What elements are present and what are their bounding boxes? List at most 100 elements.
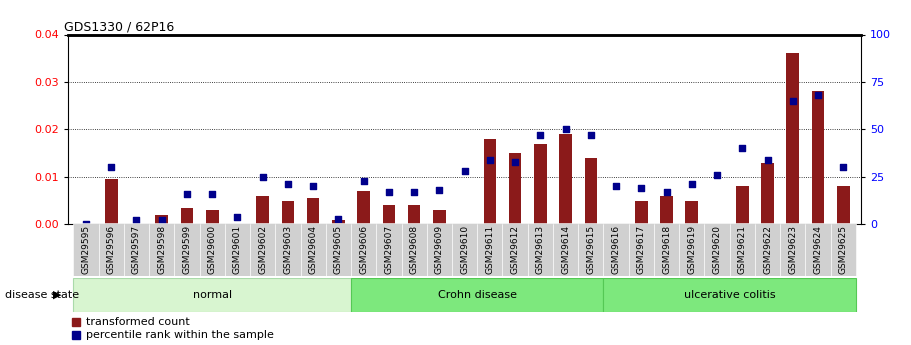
Text: GSM29622: GSM29622 <box>763 225 772 274</box>
Text: GSM29609: GSM29609 <box>435 225 444 274</box>
Point <box>356 178 371 184</box>
Bar <box>98 223 124 276</box>
Text: GSM29625: GSM29625 <box>839 225 848 274</box>
Bar <box>402 223 426 276</box>
Text: normal: normal <box>192 290 231 300</box>
Text: GSM29599: GSM29599 <box>182 225 191 274</box>
Point <box>507 159 522 165</box>
Point <box>230 214 245 219</box>
Bar <box>408 205 421 224</box>
Bar <box>383 205 395 224</box>
Point <box>457 168 472 174</box>
Bar <box>124 223 149 276</box>
Text: Crohn disease: Crohn disease <box>437 290 517 300</box>
Bar <box>780 223 805 276</box>
Point <box>382 189 396 195</box>
Text: GSM29598: GSM29598 <box>158 225 166 274</box>
Bar <box>275 223 301 276</box>
Text: GSM29613: GSM29613 <box>536 225 545 274</box>
Text: GSM29601: GSM29601 <box>233 225 242 274</box>
Bar <box>585 158 597 224</box>
Point <box>432 187 446 193</box>
Bar <box>805 223 831 276</box>
Point <box>331 216 345 221</box>
Bar <box>680 223 704 276</box>
Bar <box>762 162 773 224</box>
Point <box>785 98 800 104</box>
Text: GSM29617: GSM29617 <box>637 225 646 274</box>
Bar <box>755 223 780 276</box>
Point <box>78 221 93 227</box>
Text: GSM29596: GSM29596 <box>107 225 116 274</box>
Text: GSM29605: GSM29605 <box>334 225 343 274</box>
Text: GSM29597: GSM29597 <box>132 225 141 274</box>
Point <box>634 186 649 191</box>
Point <box>129 218 144 223</box>
Point <box>584 132 599 138</box>
Point <box>660 189 674 195</box>
Text: GSM29615: GSM29615 <box>587 225 595 274</box>
Text: GSM29595: GSM29595 <box>81 225 90 274</box>
Point <box>735 146 750 151</box>
Bar <box>812 91 824 224</box>
Point <box>836 165 851 170</box>
Bar <box>837 186 850 224</box>
Point <box>710 172 724 178</box>
Point <box>533 132 548 138</box>
Bar <box>603 278 855 312</box>
Bar <box>206 210 219 224</box>
Bar <box>508 153 521 224</box>
Text: GSM29618: GSM29618 <box>662 225 671 274</box>
Text: GSM29602: GSM29602 <box>258 225 267 274</box>
Point <box>281 182 295 187</box>
Text: GSM29612: GSM29612 <box>510 225 519 274</box>
Text: GSM29614: GSM29614 <box>561 225 570 274</box>
Point <box>104 165 118 170</box>
Point <box>205 191 220 197</box>
Text: GSM29606: GSM29606 <box>359 225 368 274</box>
Text: ▶: ▶ <box>54 290 62 300</box>
Point <box>684 182 699 187</box>
Text: GSM29607: GSM29607 <box>384 225 394 274</box>
Bar <box>559 134 572 224</box>
Bar <box>629 223 654 276</box>
Bar <box>174 223 200 276</box>
Bar <box>553 223 578 276</box>
Bar <box>831 223 855 276</box>
Point <box>558 127 573 132</box>
Text: GSM29623: GSM29623 <box>788 225 797 274</box>
Bar <box>225 223 250 276</box>
Bar <box>156 215 168 224</box>
Bar <box>484 139 496 224</box>
Point <box>811 92 825 98</box>
Point <box>155 218 169 223</box>
Point <box>179 191 194 197</box>
Point <box>407 189 422 195</box>
Text: GSM29600: GSM29600 <box>208 225 217 274</box>
Bar <box>704 223 730 276</box>
Bar <box>654 223 680 276</box>
Bar <box>736 186 749 224</box>
Bar <box>503 223 527 276</box>
Text: GSM29616: GSM29616 <box>611 225 620 274</box>
Point <box>255 174 270 179</box>
Bar <box>730 223 755 276</box>
Bar <box>256 196 269 224</box>
Bar <box>786 53 799 224</box>
Point <box>483 157 497 162</box>
Text: transformed count: transformed count <box>86 317 189 327</box>
Bar <box>534 144 547 224</box>
Point <box>760 157 774 162</box>
Bar <box>452 223 477 276</box>
Text: GSM29621: GSM29621 <box>738 225 747 274</box>
Text: GSM29619: GSM29619 <box>687 225 696 274</box>
Text: GSM29603: GSM29603 <box>283 225 292 274</box>
Text: GDS1330 / 62P16: GDS1330 / 62P16 <box>65 20 175 33</box>
Text: GSM29620: GSM29620 <box>712 225 722 274</box>
Bar <box>74 278 351 312</box>
Bar <box>603 223 629 276</box>
Text: disease state: disease state <box>5 290 78 300</box>
Text: GSM29604: GSM29604 <box>309 225 318 274</box>
Bar <box>351 223 376 276</box>
Bar <box>357 191 370 224</box>
